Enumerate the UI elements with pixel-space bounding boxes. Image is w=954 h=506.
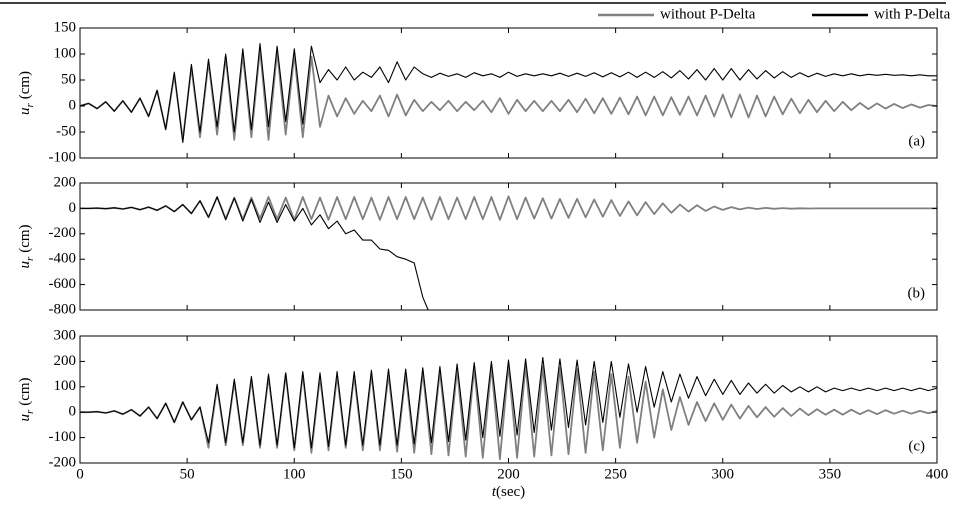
y-tick-label: 0: [69, 404, 77, 420]
x-tick-label: 350: [819, 466, 842, 482]
y-tick-label: -100: [49, 429, 77, 445]
panel-label: (c): [908, 438, 925, 454]
x-tick-label: 0: [76, 466, 84, 482]
y-label-var: u: [17, 414, 33, 422]
y-tick-label: 200: [54, 353, 77, 369]
x-tick-label: 250: [604, 466, 627, 482]
x-axis-label: t(sec): [492, 484, 525, 500]
y-label-unit: (cm): [17, 71, 33, 99]
y-label-unit: (cm): [17, 224, 33, 252]
x-tick-label: 50: [180, 466, 195, 482]
y-tick-label: -400: [49, 251, 77, 267]
y-axis-label: ur (cm): [17, 224, 35, 268]
x-tick-label: 150: [390, 466, 413, 482]
legend-label: with P-Delta: [874, 6, 951, 22]
y-tick-label: 200: [54, 174, 77, 190]
plot-frame: [79, 182, 938, 311]
y-tick-label: -200: [49, 225, 77, 241]
x-label-unit: (sec): [496, 484, 525, 500]
panel-label: (b): [908, 285, 926, 301]
x-tick-label: 100: [283, 466, 306, 482]
plot-frame: [79, 27, 938, 159]
y-tick-label: 50: [61, 71, 76, 87]
legend-label: without P-Delta: [660, 6, 756, 22]
x-tick-label: 300: [712, 466, 735, 482]
y-tick-label: 150: [54, 19, 77, 35]
x-tick-label: 200: [497, 466, 520, 482]
y-tick-label: 100: [54, 45, 77, 61]
y-tick-label: 300: [54, 327, 77, 343]
y-label-var: u: [17, 261, 33, 269]
series-line: [80, 364, 937, 461]
x-label-var: t: [492, 484, 497, 500]
y-tick-label: -50: [56, 123, 76, 139]
y-label-var: u: [17, 108, 33, 116]
y-tick-label: 0: [69, 200, 77, 216]
y-tick-label: -100: [49, 149, 77, 165]
series-line: [80, 196, 429, 310]
panel-label: (a): [908, 133, 925, 149]
y-label-sub: r: [24, 409, 36, 414]
y-tick-label: -800: [49, 301, 77, 317]
series-line: [80, 43, 937, 143]
series-line: [80, 357, 937, 449]
y-tick-label: -600: [49, 276, 77, 292]
y-tick-label: -200: [49, 454, 77, 470]
y-label-unit: (cm): [17, 377, 33, 405]
y-label-sub: r: [24, 103, 36, 108]
y-axis-label: ur (cm): [17, 377, 35, 421]
y-tick-label: 0: [69, 97, 77, 113]
y-label-sub: r: [24, 256, 36, 261]
y-tick-label: 100: [54, 378, 77, 394]
y-axis-label: ur (cm): [17, 71, 35, 115]
x-tick-label: 400: [926, 466, 949, 482]
